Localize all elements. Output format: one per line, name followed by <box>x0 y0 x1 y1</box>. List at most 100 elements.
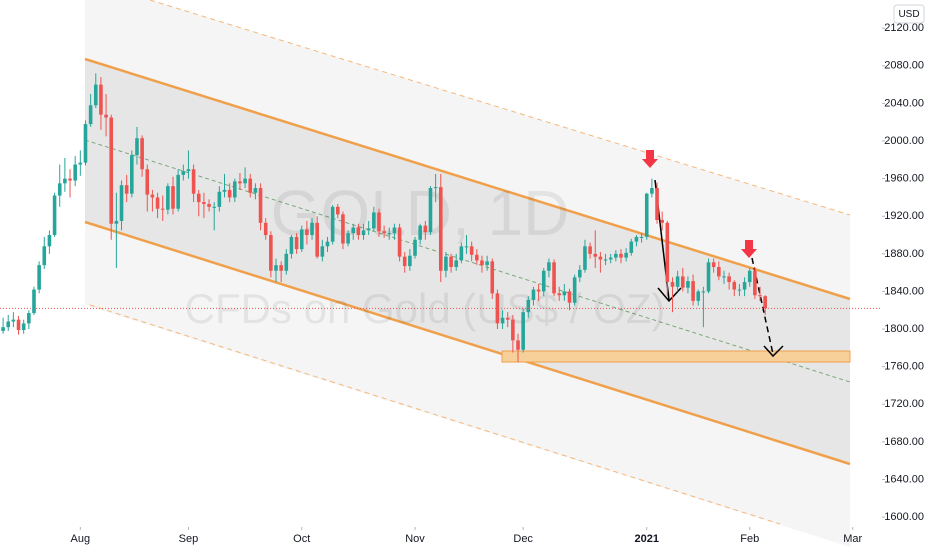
candle-body <box>763 296 767 309</box>
y-tick-label: 2120.00 <box>884 22 924 34</box>
support-zone <box>501 350 851 363</box>
candle-body <box>686 281 690 288</box>
candle-body <box>253 188 258 193</box>
candle-body <box>758 295 762 297</box>
candle-body <box>696 291 701 301</box>
candle-body <box>109 117 114 224</box>
channel-top <box>84 57 851 301</box>
candle-body <box>665 222 670 283</box>
candle-body <box>629 241 634 253</box>
candle-body <box>263 222 268 236</box>
candle-body <box>588 246 592 254</box>
candle-body <box>655 188 659 220</box>
currency-box <box>893 4 925 24</box>
candle-body <box>670 282 675 287</box>
candle-body <box>346 233 350 244</box>
candle-body <box>6 321 11 328</box>
candle-body <box>717 267 721 277</box>
candle-body <box>660 220 664 223</box>
y-tick-label: 2080.00 <box>884 60 924 72</box>
candle-body <box>382 231 386 234</box>
candle-body <box>130 155 134 194</box>
candle-body <box>160 208 165 210</box>
candle-body <box>480 260 484 266</box>
candles <box>0 73 880 362</box>
x-tick-label: Mar <box>843 533 862 545</box>
candle-body <box>516 340 520 350</box>
candle-body <box>57 183 62 196</box>
candle-body <box>608 257 613 260</box>
candle-body <box>454 260 459 268</box>
candle-body <box>392 227 397 234</box>
candle-body <box>11 319 16 322</box>
candle-body <box>52 195 57 236</box>
x-tick-label: Nov <box>405 533 425 545</box>
candle-body <box>603 259 608 261</box>
candle-body <box>21 323 26 330</box>
candle-body <box>495 293 500 324</box>
channel-bottom <box>84 220 851 466</box>
black-arrowhead <box>657 287 682 303</box>
candle-body <box>490 261 495 294</box>
candle-body <box>650 188 654 194</box>
candle-body <box>469 246 474 255</box>
candle-body <box>37 265 41 290</box>
candle-body <box>634 236 639 242</box>
candle-body <box>145 169 150 195</box>
candle-body <box>418 225 422 240</box>
candle-body <box>269 235 273 271</box>
candle-body <box>675 276 680 287</box>
candle-body <box>366 228 371 231</box>
candle-body <box>593 253 598 257</box>
y-tick-label: 1720.00 <box>884 398 924 410</box>
candle-body <box>68 178 72 181</box>
candle-body <box>387 233 392 235</box>
candle-body <box>27 313 31 324</box>
candle-body <box>433 187 438 189</box>
candle-body <box>449 256 453 268</box>
candle-body <box>32 289 36 314</box>
red-arrow <box>741 240 757 258</box>
candle-body <box>747 270 752 283</box>
candle-body <box>521 312 525 350</box>
candle-body <box>294 236 299 250</box>
y-tick-label: 2000.00 <box>884 135 924 147</box>
candle-body <box>335 206 340 215</box>
candle-body <box>279 265 283 271</box>
red-arrow <box>642 150 658 168</box>
candle-body <box>402 256 407 267</box>
candle-body <box>310 222 314 236</box>
candle-body <box>196 193 201 203</box>
candle-body <box>274 265 278 271</box>
candle-body <box>541 270 546 292</box>
candle-body <box>202 202 206 205</box>
candle-body <box>706 262 711 292</box>
candle-body <box>217 191 222 207</box>
candle-body <box>536 289 541 292</box>
candle-body <box>63 178 67 184</box>
candle-body <box>428 188 433 233</box>
candle-body <box>526 299 531 313</box>
candle-body <box>258 188 263 223</box>
candle-body <box>341 214 345 244</box>
candle-body <box>567 291 572 303</box>
candle-body <box>583 246 587 270</box>
x-tick-label: Sep <box>179 533 199 545</box>
x-tick-label: Dec <box>513 533 533 545</box>
candle-body <box>377 212 381 232</box>
candle-body <box>233 181 237 198</box>
candle-body <box>644 193 649 237</box>
candle-body <box>423 225 428 233</box>
candle-body <box>438 187 443 271</box>
candle-body <box>753 270 757 296</box>
x-tick-label: Oct <box>293 533 310 545</box>
candle-body <box>83 124 88 163</box>
drawings <box>84 0 851 547</box>
candle-body <box>289 236 294 254</box>
candle-body <box>330 206 335 242</box>
x-tick-label: Feb <box>740 533 759 545</box>
candle-body <box>444 256 448 271</box>
candle-body <box>737 289 742 291</box>
candle-body <box>325 241 330 247</box>
candle-body <box>727 276 731 283</box>
